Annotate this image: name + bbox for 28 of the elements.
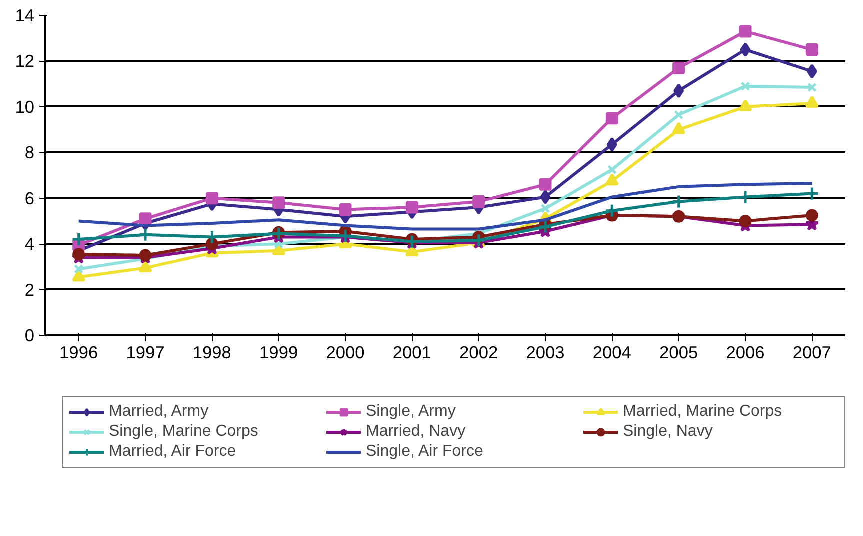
y-tick-label: 12 (15, 51, 35, 72)
y-tick-label: 2 (24, 280, 35, 300)
x-tick-label: 2003 (526, 342, 565, 362)
legend-label: Married, Army (109, 403, 210, 421)
x-tick-label: 1996 (60, 342, 98, 362)
x-tick-label: 2007 (792, 342, 832, 362)
legend-label: Married, Marine Corps (623, 403, 784, 421)
x-tick-label: 2001 (392, 342, 432, 362)
legend-label: Married, Navy (366, 423, 467, 441)
y-tick-label: 8 (24, 142, 35, 163)
y-tick-label: 14 (15, 6, 35, 26)
x-tick-label: 2004 (592, 342, 632, 362)
legend-label: Single, Army (366, 403, 457, 421)
legend-label: Single, Air Force (366, 443, 484, 461)
x-tick-label: 2000 (326, 342, 365, 362)
legend-label: Married, Air Force (109, 443, 238, 461)
x-tick-label: 2002 (460, 342, 498, 362)
y-tick-label: 0 (24, 326, 35, 346)
x-tick-label: 2006 (726, 342, 765, 362)
x-tick-label: 2005 (660, 342, 698, 362)
y-tick-label: 6 (24, 188, 35, 208)
y-tick-label: 4 (24, 234, 35, 254)
legend-label: Single, Marine Corps (109, 423, 260, 441)
y-tick-label: 10 (15, 96, 35, 117)
x-tick-label: 1999 (260, 342, 298, 362)
x-tick-label: 1998 (192, 342, 232, 362)
x-tick-label: 1997 (126, 342, 165, 362)
legend-label: Single, Navy (623, 423, 714, 441)
